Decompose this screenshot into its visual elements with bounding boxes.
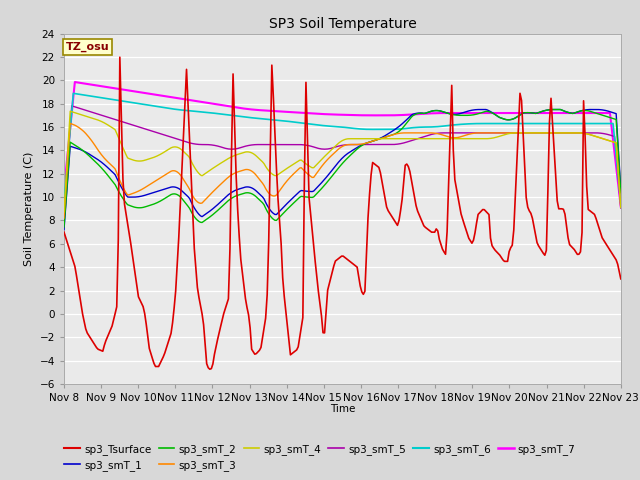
sp3_smT_1	[303, 188, 311, 194]
sp3_smT_3	[60, 215, 68, 221]
sp3_smT_5	[617, 205, 625, 211]
sp3_smT_4	[305, 163, 313, 169]
sp3_smT_7	[60, 187, 68, 192]
sp3_smT_4	[255, 156, 263, 162]
sp3_smT_1	[476, 107, 483, 112]
sp3_smT_7	[617, 204, 625, 210]
sp3_smT_4	[67, 108, 74, 114]
Line: sp3_smT_1: sp3_smT_1	[64, 109, 621, 229]
sp3_smT_7	[305, 110, 313, 116]
sp3_smT_3	[617, 204, 625, 210]
Legend: sp3_Tsurface, sp3_smT_1, sp3_smT_2, sp3_smT_3, sp3_smT_4, sp3_smT_5, sp3_smT_6, : sp3_Tsurface, sp3_smT_1, sp3_smT_2, sp3_…	[60, 439, 580, 475]
sp3_smT_6	[305, 121, 313, 127]
Line: sp3_smT_4: sp3_smT_4	[64, 111, 621, 212]
sp3_smT_7	[228, 104, 236, 109]
sp3_smT_3	[228, 172, 236, 178]
sp3_smT_3	[305, 172, 313, 178]
sp3_Tsurface	[307, 211, 314, 217]
sp3_smT_5	[60, 206, 68, 212]
sp3_smT_2	[550, 107, 558, 112]
sp3_smT_5	[588, 130, 595, 136]
sp3_smT_4	[60, 209, 68, 215]
sp3_Tsurface	[116, 54, 124, 60]
sp3_smT_1	[588, 107, 595, 112]
sp3_smT_2	[617, 190, 625, 196]
sp3_smT_5	[68, 103, 76, 109]
sp3_smT_3	[255, 177, 263, 182]
Line: sp3_smT_2: sp3_smT_2	[64, 109, 621, 227]
sp3_smT_7	[130, 88, 138, 94]
sp3_smT_2	[60, 224, 68, 230]
sp3_smT_6	[60, 200, 68, 206]
sp3_smT_5	[130, 122, 138, 128]
sp3_Tsurface	[229, 71, 237, 77]
sp3_smT_7	[255, 107, 263, 113]
sp3_smT_7	[588, 110, 595, 116]
sp3_smT_3	[67, 120, 74, 126]
Line: sp3_smT_7: sp3_smT_7	[64, 82, 621, 207]
sp3_smT_5	[255, 142, 263, 147]
sp3_smT_1	[254, 190, 262, 195]
X-axis label: Time: Time	[330, 405, 355, 414]
sp3_smT_7	[246, 107, 254, 112]
sp3_Tsurface	[130, 262, 138, 268]
sp3_smT_1	[226, 191, 234, 196]
Title: SP3 Soil Temperature: SP3 Soil Temperature	[269, 17, 416, 31]
Line: sp3_smT_6: sp3_smT_6	[64, 93, 621, 203]
sp3_smT_1	[617, 186, 625, 192]
sp3_smT_6	[228, 112, 236, 118]
sp3_smT_5	[228, 146, 236, 152]
Text: TZ_osu: TZ_osu	[66, 42, 109, 52]
sp3_smT_4	[588, 132, 595, 138]
sp3_smT_4	[246, 149, 254, 155]
sp3_smT_4	[130, 157, 138, 163]
sp3_smT_3	[588, 132, 595, 138]
sp3_smT_6	[588, 120, 595, 126]
sp3_smT_6	[70, 90, 77, 96]
Y-axis label: Soil Temperature (C): Soil Temperature (C)	[24, 152, 34, 266]
sp3_smT_6	[255, 116, 263, 121]
sp3_Tsurface	[617, 276, 625, 282]
sp3_smT_1	[129, 194, 136, 200]
sp3_smT_2	[244, 190, 252, 196]
sp3_smT_2	[129, 204, 136, 209]
sp3_Tsurface	[589, 210, 596, 216]
Line: sp3_smT_3: sp3_smT_3	[64, 123, 621, 218]
sp3_smT_6	[617, 200, 625, 206]
sp3_smT_4	[228, 154, 236, 160]
sp3_smT_2	[588, 109, 595, 115]
sp3_smT_2	[303, 194, 311, 200]
sp3_smT_3	[246, 168, 254, 173]
sp3_smT_1	[60, 227, 68, 232]
sp3_Tsurface	[60, 229, 68, 235]
sp3_Tsurface	[206, 366, 214, 372]
sp3_smT_5	[305, 143, 313, 149]
sp3_Tsurface	[257, 345, 265, 350]
sp3_smT_4	[617, 204, 625, 210]
Line: sp3_Tsurface: sp3_Tsurface	[64, 57, 621, 369]
sp3_smT_3	[130, 190, 138, 196]
sp3_smT_6	[130, 100, 138, 106]
Line: sp3_smT_5: sp3_smT_5	[64, 106, 621, 209]
sp3_smT_5	[246, 143, 254, 148]
sp3_smT_1	[244, 184, 252, 190]
sp3_smT_2	[226, 196, 234, 202]
sp3_smT_6	[246, 115, 254, 120]
sp3_smT_2	[254, 195, 262, 201]
sp3_Tsurface	[248, 347, 255, 352]
sp3_smT_7	[71, 79, 79, 85]
